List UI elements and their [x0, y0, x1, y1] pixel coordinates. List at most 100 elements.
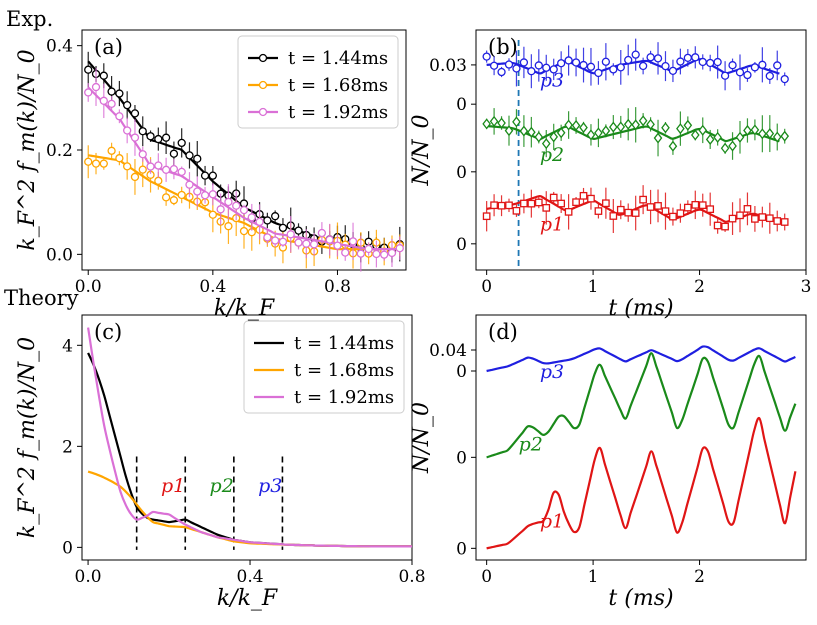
data-point	[130, 133, 140, 142]
data-point	[505, 201, 513, 210]
data-point	[512, 116, 521, 128]
data-point	[735, 131, 745, 143]
data-point	[527, 199, 536, 208]
data-point	[512, 64, 521, 73]
legend-entry: t = 1.44ms	[294, 333, 394, 354]
data-point	[698, 124, 708, 136]
data-point	[232, 201, 241, 210]
data-point	[743, 205, 752, 213]
data-point	[728, 61, 737, 70]
data-point	[356, 249, 365, 258]
data-point	[107, 87, 116, 96]
data-point	[84, 88, 93, 97]
data-point	[683, 119, 693, 131]
legend-marker	[258, 53, 268, 63]
data-point	[758, 128, 767, 140]
data-point	[263, 233, 272, 242]
series-annotation: p1	[161, 475, 185, 497]
data-point	[130, 109, 140, 118]
data-point	[99, 71, 108, 80]
data-point	[586, 129, 596, 141]
data-point	[294, 238, 303, 247]
x-axis-label: t (ms)	[608, 296, 673, 321]
data-point	[773, 61, 782, 70]
data-point	[278, 237, 288, 246]
data-point	[668, 140, 678, 152]
data-point	[549, 131, 559, 143]
data-point	[115, 112, 124, 121]
data-point	[504, 125, 514, 137]
data-point	[676, 209, 685, 218]
data-point	[534, 131, 544, 143]
y-axis-label: k_F^2 f_m(k)/N_0	[15, 49, 40, 250]
data-point	[668, 66, 678, 76]
data-point	[579, 122, 588, 134]
data-point	[653, 54, 663, 63]
data-point	[579, 191, 588, 200]
data-point	[549, 65, 558, 74]
data-point	[780, 74, 789, 84]
panel-c-frame	[81, 314, 413, 561]
y-tick-label: 0	[62, 538, 73, 558]
y-axis-label: k_F^2 f_m(k)/N_0	[15, 337, 40, 538]
data-point	[713, 57, 722, 67]
x-tick-label: 0	[481, 277, 492, 297]
data-point	[107, 146, 116, 155]
data-point	[115, 89, 124, 98]
x-tick-label: 0.8	[324, 277, 351, 297]
data-point	[123, 126, 132, 135]
panel-label: (c)	[94, 320, 122, 344]
data-point	[639, 195, 647, 204]
data-point	[84, 157, 93, 166]
panel-d-frame	[475, 314, 807, 561]
data-point	[497, 201, 506, 210]
x-tick-label: 0.4	[199, 277, 226, 297]
data-point	[609, 212, 618, 220]
data-point	[773, 217, 782, 225]
data-point	[750, 63, 760, 72]
data-point	[364, 244, 373, 254]
series-line-t-1-92ms	[87, 327, 412, 548]
data-point	[631, 50, 640, 59]
data-point	[676, 123, 685, 135]
data-point	[691, 53, 700, 62]
data-point	[146, 132, 155, 141]
data-point	[758, 60, 767, 69]
x-tick-label: 2	[694, 567, 705, 587]
y-tick-label: 2	[62, 437, 73, 457]
legend-entry: t = 1.92ms	[288, 102, 388, 123]
data-point	[161, 193, 171, 202]
legend-entry: t = 1.92ms	[294, 387, 394, 408]
data-point	[317, 228, 327, 238]
y-tick-label: 0	[456, 163, 467, 183]
series-annotation: p3	[540, 361, 564, 383]
panel-b: 0 1 2 3 0.03 0 0 0 (b) t (ms) N/N_0 p3 p2 p1	[409, 29, 811, 321]
series-annotation: p2	[540, 144, 564, 166]
data-point	[765, 128, 775, 140]
data-point	[698, 201, 707, 210]
data-point	[750, 124, 760, 136]
data-point	[587, 194, 595, 203]
data-point	[594, 207, 603, 215]
data-point	[224, 197, 233, 207]
data-point	[690, 129, 700, 141]
data-point	[200, 191, 210, 200]
data-point	[765, 214, 774, 223]
data-point	[325, 235, 334, 244]
data-point	[130, 172, 140, 182]
data-point	[653, 132, 663, 144]
data-point	[99, 159, 108, 168]
data-point	[631, 209, 640, 217]
data-point	[263, 216, 272, 225]
y-tick-label: 0.03	[429, 56, 467, 76]
data-point	[154, 161, 163, 170]
data-point	[348, 237, 358, 246]
data-point	[654, 202, 662, 210]
data-point	[780, 218, 789, 226]
x-tick-label: 1	[588, 567, 599, 587]
data-point	[624, 55, 633, 65]
data-point	[489, 115, 499, 127]
y-axis-label: N/N_0	[409, 115, 434, 187]
data-point	[154, 134, 163, 144]
